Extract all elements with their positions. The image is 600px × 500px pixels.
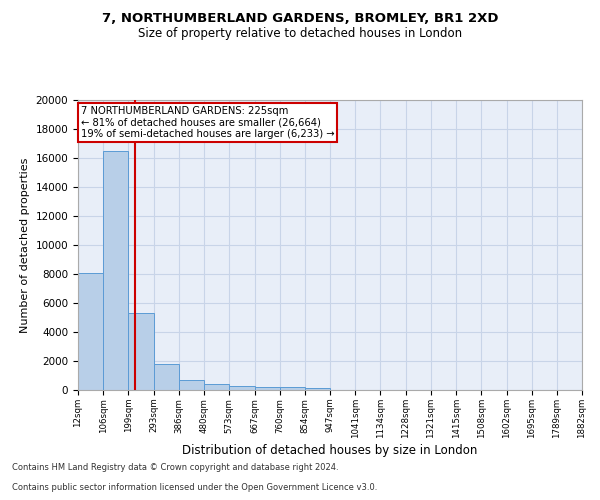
- Bar: [254, 387, 280, 390]
- Y-axis label: Number of detached properties: Number of detached properties: [20, 158, 30, 332]
- Bar: [305, 388, 330, 390]
- Text: 7, NORTHUMBERLAND GARDENS, BROMLEY, BR1 2XD: 7, NORTHUMBERLAND GARDENS, BROMLEY, BR1 …: [102, 12, 498, 26]
- Bar: [154, 364, 179, 390]
- Bar: [78, 272, 103, 390]
- Text: Contains public sector information licensed under the Open Government Licence v3: Contains public sector information licen…: [12, 484, 377, 492]
- Bar: [179, 380, 204, 390]
- Bar: [103, 151, 128, 390]
- Bar: [204, 384, 229, 390]
- Bar: [128, 313, 154, 390]
- Text: Contains HM Land Registry data © Crown copyright and database right 2024.: Contains HM Land Registry data © Crown c…: [12, 464, 338, 472]
- Bar: [229, 386, 254, 390]
- X-axis label: Distribution of detached houses by size in London: Distribution of detached houses by size …: [182, 444, 478, 456]
- Text: 7 NORTHUMBERLAND GARDENS: 225sqm
← 81% of detached houses are smaller (26,664)
1: 7 NORTHUMBERLAND GARDENS: 225sqm ← 81% o…: [80, 106, 334, 139]
- Bar: [280, 388, 305, 390]
- Text: Size of property relative to detached houses in London: Size of property relative to detached ho…: [138, 28, 462, 40]
